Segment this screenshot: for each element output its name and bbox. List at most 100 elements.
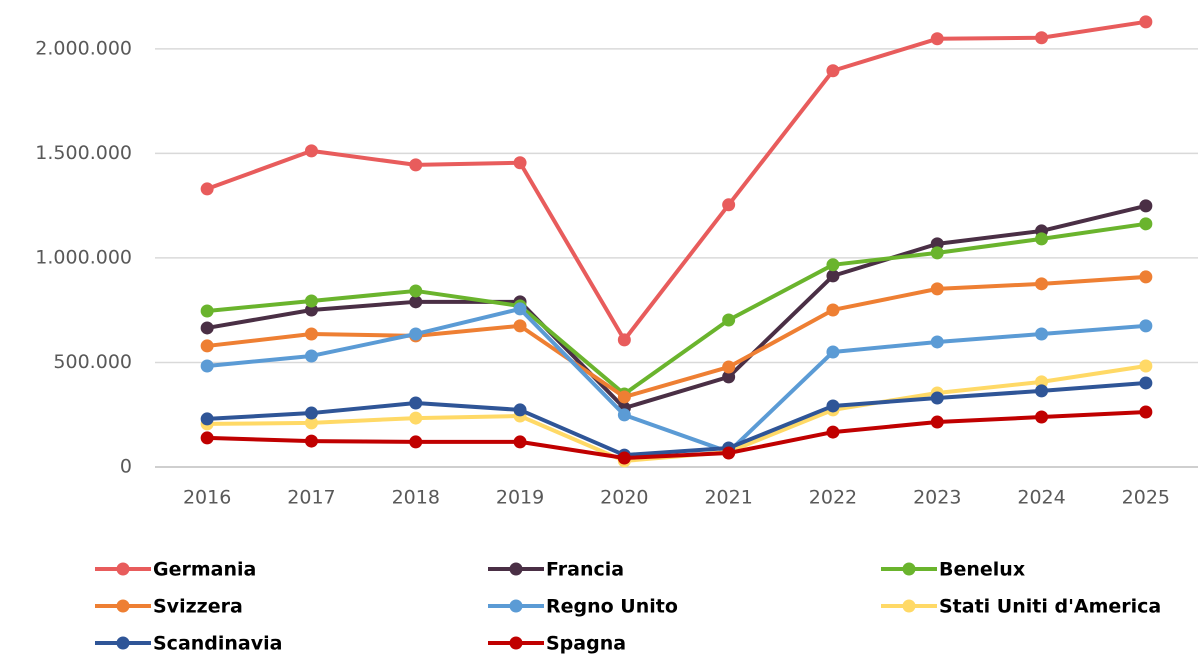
x-tick-label: 2019 xyxy=(496,487,544,509)
data-point xyxy=(826,258,840,272)
data-point xyxy=(1035,232,1049,246)
data-point xyxy=(304,327,318,341)
series-line xyxy=(206,203,1147,411)
data-point xyxy=(304,303,318,317)
legend-label: Stati Uniti d'America xyxy=(939,596,1161,618)
data-point xyxy=(722,446,736,460)
legend-marker xyxy=(509,599,523,613)
data-point xyxy=(722,198,736,212)
data-point xyxy=(513,403,527,417)
legend-label: Germania xyxy=(153,559,256,581)
data-point xyxy=(1035,384,1049,398)
data-point xyxy=(513,302,527,316)
data-point xyxy=(409,284,423,298)
data-point xyxy=(200,182,214,196)
data-point xyxy=(409,327,423,341)
data-point xyxy=(826,303,840,317)
data-point xyxy=(200,339,214,353)
y-tick-label: 500.000 xyxy=(53,351,132,373)
data-point xyxy=(200,304,214,318)
data-point xyxy=(304,349,318,363)
data-point xyxy=(617,408,631,422)
x-tick-label: 2024 xyxy=(1017,487,1065,509)
data-point xyxy=(513,435,527,449)
data-point xyxy=(200,431,214,445)
legend-marker xyxy=(509,636,523,650)
x-tick-label: 2025 xyxy=(1122,487,1170,509)
data-point xyxy=(826,64,840,78)
x-tick-label: 2021 xyxy=(704,487,752,509)
data-point xyxy=(1139,217,1153,231)
data-point xyxy=(1139,199,1153,213)
legend-label: Francia xyxy=(546,559,624,581)
data-point xyxy=(304,406,318,420)
data-point xyxy=(304,434,318,448)
legend-marker xyxy=(116,636,130,650)
data-point xyxy=(409,158,423,172)
data-point xyxy=(930,282,944,296)
data-point xyxy=(1139,270,1153,284)
data-point xyxy=(1035,327,1049,341)
series-line xyxy=(207,410,1146,461)
data-point xyxy=(930,32,944,46)
data-point xyxy=(930,246,944,260)
series-line xyxy=(206,221,1147,397)
data-point xyxy=(1035,375,1049,389)
series-line xyxy=(207,380,1147,458)
data-point xyxy=(1139,359,1153,373)
legend-label: Regno Unito xyxy=(546,596,678,618)
x-tick-label: 2023 xyxy=(913,487,961,509)
x-tick-label: 2018 xyxy=(392,487,440,509)
data-point xyxy=(513,319,527,333)
data-point xyxy=(930,335,944,349)
data-point xyxy=(200,412,214,426)
legend-marker xyxy=(116,562,130,576)
legend-marker xyxy=(509,562,523,576)
x-tick-label: 2016 xyxy=(183,487,231,509)
series-line xyxy=(206,19,1147,342)
legend-label: Spagna xyxy=(546,633,626,655)
series-line xyxy=(206,306,1147,454)
data-point xyxy=(826,269,840,283)
legend-marker xyxy=(116,599,130,613)
data-point xyxy=(617,333,631,347)
data-point xyxy=(409,396,423,410)
y-tick-label: 2.000.000 xyxy=(35,37,132,59)
data-point xyxy=(617,390,631,404)
data-point xyxy=(513,156,527,170)
x-tick-label: 2022 xyxy=(809,487,857,509)
data-point xyxy=(722,370,736,384)
data-point xyxy=(304,144,318,158)
data-point xyxy=(1139,405,1153,419)
data-point xyxy=(1139,376,1153,390)
data-point xyxy=(1035,31,1049,45)
data-point xyxy=(930,415,944,429)
x-tick-label: 2020 xyxy=(600,487,648,509)
legend-label: Scandinavia xyxy=(153,633,282,655)
y-tick-label: 1.500.000 xyxy=(35,142,132,164)
data-point xyxy=(826,425,840,439)
data-point xyxy=(930,237,944,251)
data-point xyxy=(304,416,318,430)
legend-marker xyxy=(902,562,916,576)
series-line xyxy=(206,274,1146,399)
data-point xyxy=(200,321,214,335)
x-tick-label: 2017 xyxy=(287,487,335,509)
legend-label: Svizzera xyxy=(153,596,243,618)
data-point xyxy=(617,451,631,465)
data-point xyxy=(1035,410,1049,424)
legend-label: Benelux xyxy=(939,559,1025,581)
data-point xyxy=(1139,319,1153,333)
data-point xyxy=(409,295,423,309)
data-point xyxy=(1035,277,1049,291)
data-point xyxy=(1139,15,1153,29)
data-point xyxy=(826,345,840,359)
data-point xyxy=(409,435,423,449)
data-point xyxy=(409,411,423,425)
data-point xyxy=(200,359,214,373)
data-point xyxy=(722,360,736,374)
data-point xyxy=(304,294,318,308)
y-tick-label: 0 xyxy=(120,456,132,478)
legend-marker xyxy=(902,599,916,613)
